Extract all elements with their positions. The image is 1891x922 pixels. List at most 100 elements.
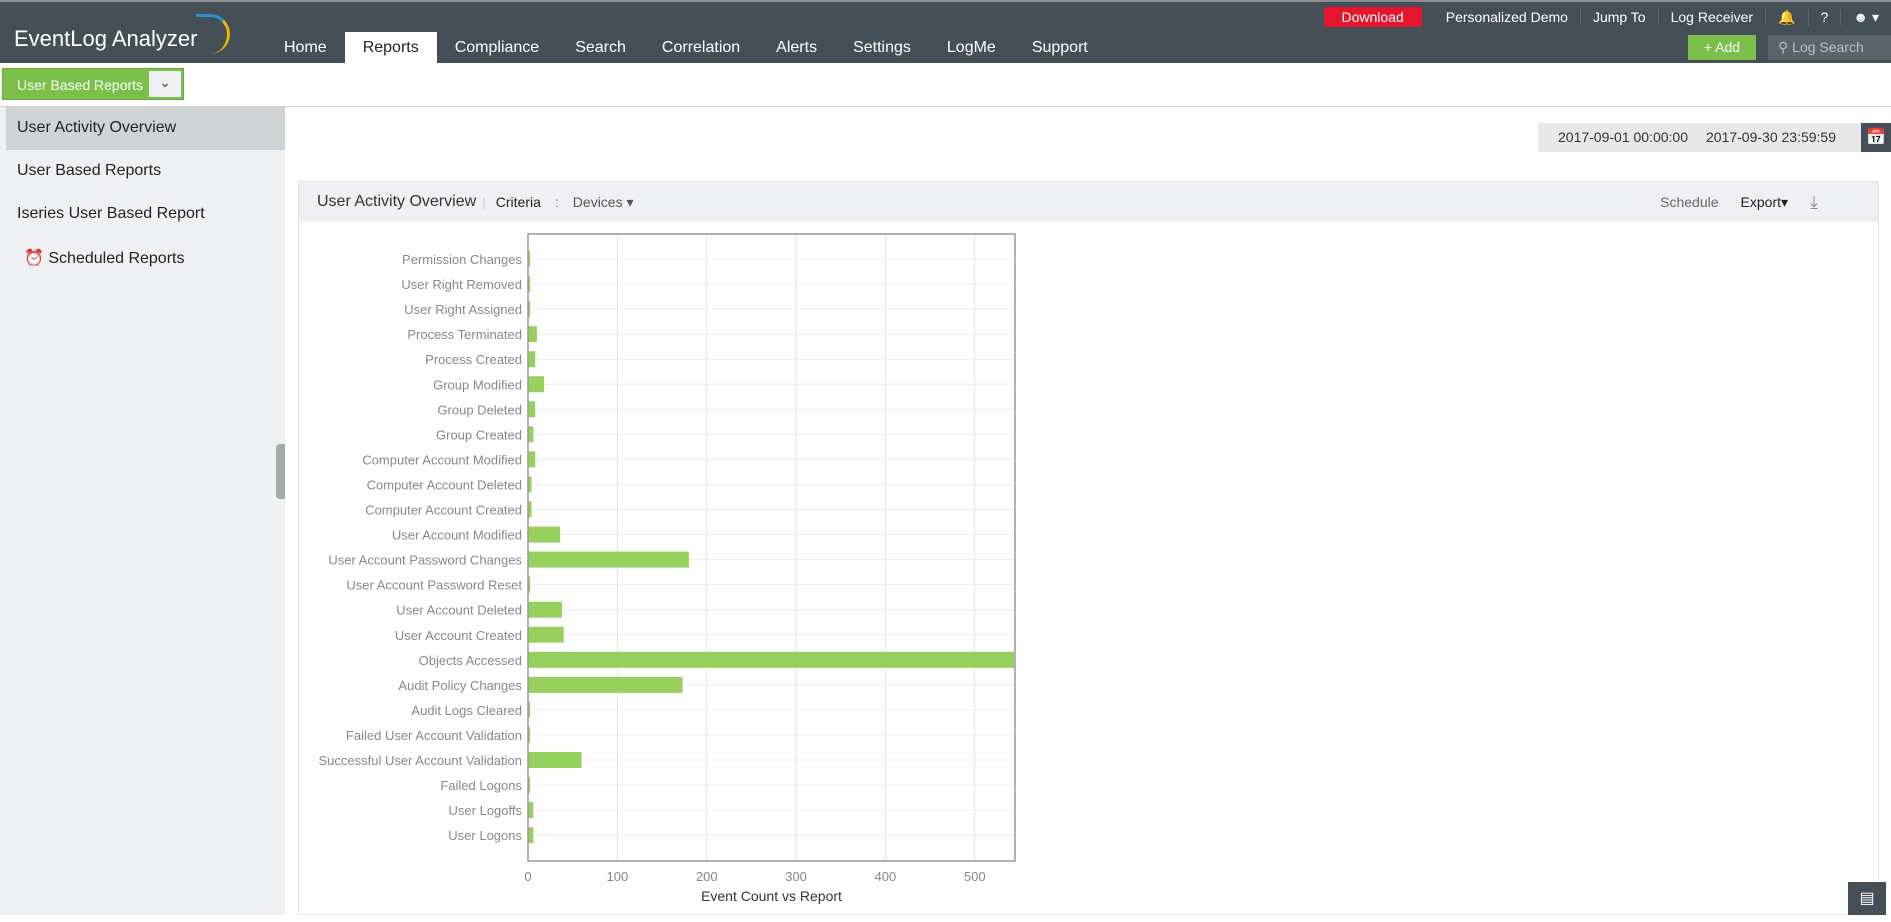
dropdown-label: User Based Reports <box>17 69 143 99</box>
report-panel: User Activity Overview | Criteria : Devi… <box>298 181 1879 915</box>
category-label: Audit Logs Cleared <box>411 703 522 718</box>
bar <box>528 376 544 392</box>
devices-dropdown[interactable]: Devices ▾ <box>573 194 634 211</box>
plot-border <box>528 234 1015 861</box>
chat-icon[interactable]: ▤ <box>1848 882 1886 915</box>
sidebar-collapse-handle[interactable] <box>276 444 285 499</box>
devices-label: Devices <box>573 194 623 210</box>
category-label: Computer Account Deleted <box>367 477 522 492</box>
bar <box>528 602 562 618</box>
tab-search[interactable]: Search <box>557 32 644 65</box>
category-label: Objects Accessed <box>419 653 522 668</box>
bar <box>528 326 537 342</box>
panel-actions: Schedule Export▾ ⤓ <box>1660 192 1878 213</box>
main-nav: Home Reports Compliance Search Correlati… <box>266 32 1106 65</box>
bar <box>528 552 689 568</box>
caret-down-icon: ▾ <box>1781 194 1788 210</box>
x-tick-label: 100 <box>607 869 629 884</box>
user-avatar-icon[interactable]: ☻ ▾ <box>1841 9 1891 26</box>
add-button[interactable]: + Add <box>1688 35 1756 60</box>
sidebar-item-iseries[interactable]: Iseries User Based Report <box>0 193 285 236</box>
tab-alerts[interactable]: Alerts <box>758 32 835 65</box>
bar <box>528 627 564 643</box>
tab-settings[interactable]: Settings <box>835 32 929 65</box>
schedule-button[interactable]: Schedule <box>1660 194 1718 210</box>
personalized-demo-link[interactable]: Personalized Demo <box>1434 9 1581 25</box>
category-label: User Account Modified <box>392 528 522 543</box>
category-label: User Account Created <box>395 628 522 643</box>
log-search-label: Log Search <box>1792 39 1864 55</box>
x-tick-label: 300 <box>785 869 807 884</box>
category-label: User Account Deleted <box>396 603 522 618</box>
bar <box>528 527 560 543</box>
panel-header: User Activity Overview | Criteria : Devi… <box>299 182 1878 222</box>
bar <box>528 401 535 417</box>
bar <box>528 677 683 693</box>
criteria-label: Criteria <box>496 194 541 210</box>
separator: | <box>482 194 486 210</box>
bar <box>528 752 582 768</box>
x-tick-label: 500 <box>964 869 986 884</box>
category-label: Computer Account Modified <box>362 452 522 467</box>
category-label: User Right Assigned <box>404 302 522 317</box>
x-axis-title: Event Count vs Report <box>701 888 842 904</box>
category-label: User Right Removed <box>401 277 522 292</box>
tab-compliance[interactable]: Compliance <box>437 32 557 65</box>
category-label: Group Created <box>436 427 522 442</box>
logo-arc-icon <box>196 14 230 54</box>
jump-to-link[interactable]: Jump To <box>1581 9 1659 25</box>
category-label: Failed Logons <box>440 778 522 793</box>
category-label: Group Deleted <box>437 402 522 417</box>
sidebar-item-user-based-reports[interactable]: User Based Reports <box>0 150 285 193</box>
bar <box>528 451 535 467</box>
x-tick-label: 200 <box>696 869 718 884</box>
help-icon[interactable]: ? <box>1809 9 1842 25</box>
export-dropdown[interactable]: Export▾ <box>1741 194 1789 211</box>
scheduled-reports-label: Scheduled Reports <box>48 250 184 267</box>
download-button[interactable]: Download <box>1324 7 1422 27</box>
report-category-dropdown[interactable]: User Based Reports⌄ <box>2 68 184 100</box>
category-label: Successful User Account Validation <box>318 753 522 768</box>
category-label: User Logons <box>448 828 522 843</box>
log-receiver-link[interactable]: Log Receiver <box>1659 9 1767 25</box>
caret-down-icon: ▾ <box>626 194 633 210</box>
x-tick-label: 400 <box>875 869 897 884</box>
top-bar: EventLog Analyzer Home Reports Complianc… <box>0 0 1891 63</box>
x-tick-label: 0 <box>524 869 531 884</box>
download-icon[interactable]: ⤓ <box>1810 192 1818 213</box>
category-label: User Account Password Reset <box>346 578 522 593</box>
bar <box>528 426 533 442</box>
sidebar-item-scheduled-reports[interactable]: ⏰ Scheduled Reports <box>0 236 285 279</box>
tab-support[interactable]: Support <box>1014 32 1106 65</box>
tab-reports[interactable]: Reports <box>345 32 437 65</box>
category-label: User Logoffs <box>449 803 523 818</box>
chevron-down-icon[interactable]: ⌄ <box>149 71 181 97</box>
bar <box>528 827 533 843</box>
bar <box>528 652 1014 668</box>
category-label: Group Modified <box>433 377 522 392</box>
tab-correlation[interactable]: Correlation <box>644 32 758 65</box>
calendar-icon[interactable]: 📅 <box>1861 123 1891 152</box>
sidebar-item-user-activity-overview[interactable]: User Activity Overview <box>6 107 285 150</box>
app-logo[interactable]: EventLog Analyzer <box>14 26 197 52</box>
criteria-colon: : <box>555 194 559 210</box>
category-label: User Account Password Changes <box>328 553 522 568</box>
bell-icon[interactable]: 🔔 <box>1766 9 1808 26</box>
category-label: Audit Policy Changes <box>398 678 522 693</box>
search-icon: ⚲ <box>1778 39 1788 55</box>
panel-title: User Activity Overview <box>317 193 476 211</box>
bar <box>528 351 535 367</box>
date-from: 2017-09-01 00:00:00 <box>1558 123 1688 152</box>
tab-home[interactable]: Home <box>266 32 345 65</box>
category-label: Process Created <box>425 352 522 367</box>
tab-logme[interactable]: LogMe <box>929 32 1014 65</box>
alarm-clock-icon: ⏰ <box>24 250 44 267</box>
top-utilities: Download Personalized Demo Jump To Log R… <box>1324 6 1891 28</box>
category-label: Process Terminated <box>407 327 522 342</box>
export-label: Export <box>1741 194 1781 210</box>
bar <box>528 802 533 818</box>
sidebar: User Activity Overview User Based Report… <box>0 107 285 915</box>
log-search-input[interactable]: ⚲ Log Search <box>1768 35 1891 60</box>
